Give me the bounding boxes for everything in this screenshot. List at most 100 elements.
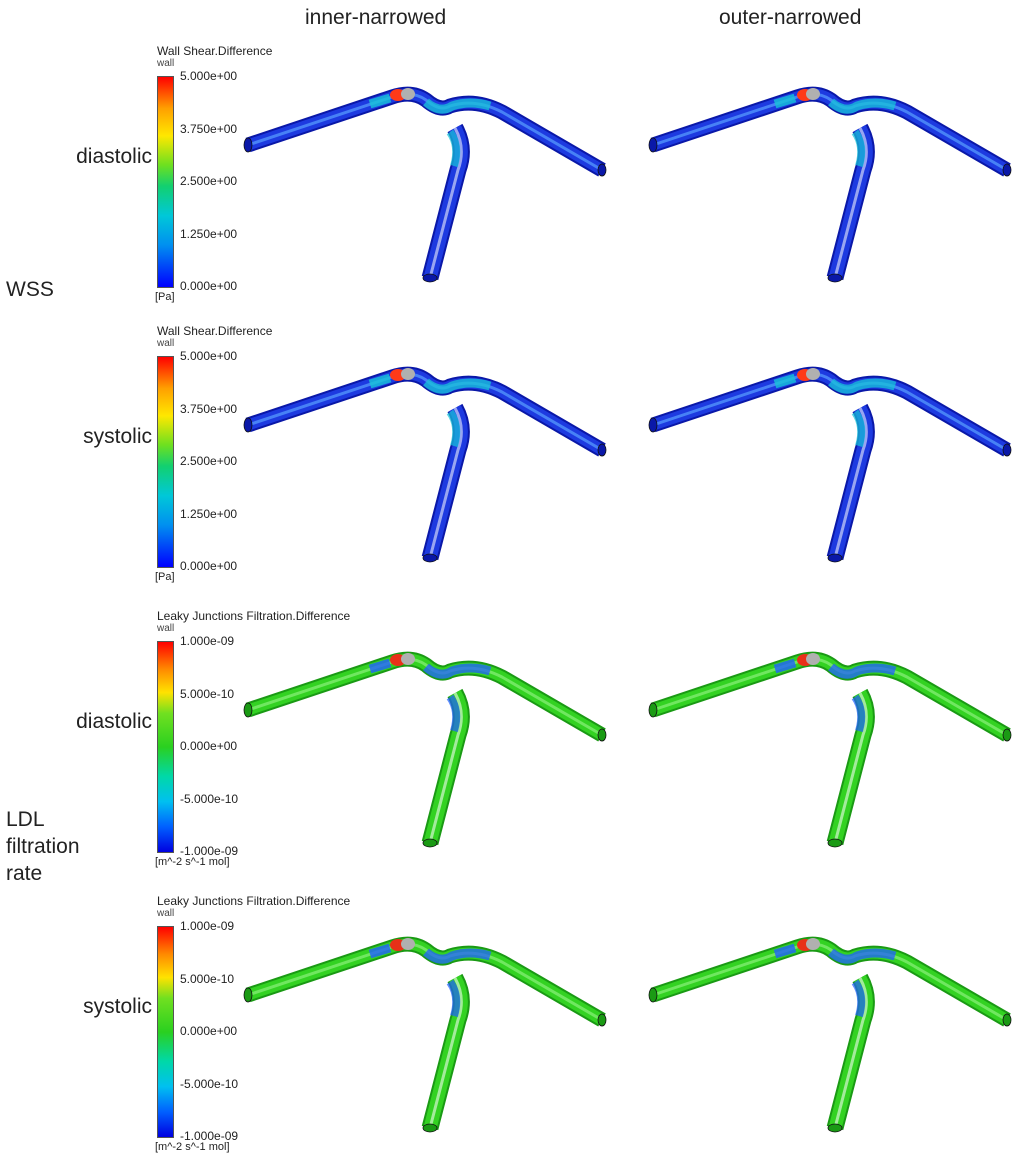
vessel-open-end: [1002, 1013, 1012, 1027]
vessel-pattern-branch: [446, 129, 461, 168]
colorbar-tick-label: 5.000e-10: [180, 971, 235, 986]
vessel-open-end: [648, 417, 658, 433]
vessel-open-end: [422, 1123, 438, 1133]
vessel-open-end: [422, 273, 438, 283]
vessel-pattern-bifurcation: [423, 378, 492, 394]
vessel-pattern-upstream: [773, 373, 797, 389]
group-label-wss: WSS: [6, 278, 54, 301]
vessel-pattern-upstream: [773, 943, 797, 959]
colorbar-tick-label: -5.000e-10: [180, 1076, 239, 1091]
colorbar-tick-label: 0.000e+00: [180, 1024, 238, 1038]
vessel-render-wss-systolic-inner-narrowed: [243, 366, 607, 563]
column-header-outer-narrowed: outer-narrowed: [719, 6, 862, 29]
vessel-pattern-branch: [851, 409, 866, 448]
vessel-open-end: [1002, 163, 1012, 177]
colorbar-tick-label: 1.250e+00: [180, 226, 238, 241]
colorbar-tick-label: 3.750e+00: [180, 401, 238, 416]
colorbar-tick-label: 0.000e+00: [180, 279, 238, 293]
colorbar-subtitle-ldl-diastolic: wall: [157, 623, 175, 634]
vessel-pattern-branch: [851, 694, 866, 733]
colorbar-tick-label: 1.250e+00: [180, 506, 238, 521]
vessel-pattern-bifurcation: [423, 948, 492, 964]
vessel-branch-highlight: [833, 127, 868, 279]
colorbar-wss-diastolic: [157, 76, 174, 288]
vessel-render-wss-diastolic-inner-narrowed: [243, 86, 607, 283]
colorbar-tick-label: 2.500e+00: [180, 174, 238, 188]
vessel-branch-highlight: [428, 127, 463, 279]
vessel-stenosis-segment: [806, 653, 820, 665]
colorbar-unit-wss-diastolic: [Pa]: [155, 291, 175, 303]
vessel-open-end: [827, 1123, 843, 1133]
colorbar-tick-label: 0.000e+00: [180, 559, 238, 573]
vessel-stenosis-segment: [806, 938, 820, 950]
vessel-render-wss-diastolic-outer-narrowed: [648, 86, 1012, 283]
vessel-pattern-bifurcation: [423, 98, 492, 114]
colorbar-title-ldl-systolic: Leaky Junctions Filtration.Difference: [157, 894, 351, 908]
colorbar-ldl-diastolic: [157, 641, 174, 853]
colorbar-tick-label: 5.000e-10: [180, 686, 235, 701]
vessel-stenosis-segment: [806, 368, 820, 380]
vessel-open-end: [827, 838, 843, 848]
group-label-ldl-filtration-rate: LDL filtration rate: [6, 808, 80, 885]
colorbar-tick-label: 5.000e+00: [180, 349, 238, 363]
vessel-pattern-bifurcation: [828, 378, 897, 394]
colorbar-unit-ldl-diastolic: [m^-2 s^-1 mol]: [155, 856, 230, 868]
vessel-open-end: [827, 273, 843, 283]
vessel-pattern-branch: [851, 129, 866, 168]
colorbar-subtitle-ldl-systolic: wall: [157, 908, 175, 919]
colorbar-title-wss-diastolic: Wall Shear.Difference: [157, 44, 273, 58]
colorbar-wss-systolic: [157, 356, 174, 568]
vessel-open-end: [597, 163, 607, 177]
vessel-pattern-upstream: [773, 658, 797, 674]
colorbar-subtitle-wss-diastolic: wall: [157, 58, 175, 69]
vessel-pattern-branch: [446, 409, 461, 448]
colorbar-tick-label: -1.000e-09: [180, 1129, 239, 1143]
vessel-open-end: [597, 728, 607, 742]
vessel-open-end: [648, 702, 658, 718]
vessel-branch-highlight: [833, 692, 868, 844]
row-label-ldl-systolic: systolic: [83, 995, 152, 1018]
vessel-stenosis-segment: [401, 938, 415, 950]
colorbar-unit-wss-systolic: [Pa]: [155, 571, 175, 583]
column-header-inner-narrowed: inner-narrowed: [305, 6, 447, 29]
row-label-wss-systolic: systolic: [83, 425, 152, 448]
colorbar-tick-label: 1.000e-09: [180, 634, 235, 648]
vessel-open-end: [243, 987, 253, 1003]
vessel-pattern-upstream: [773, 93, 797, 109]
vessel-open-end: [1002, 728, 1012, 742]
vessel-open-end: [243, 417, 253, 433]
vessel-pattern-upstream: [368, 373, 392, 389]
row-label-wss-diastolic: diastolic: [76, 145, 152, 168]
vessel-render-ldl-diastolic-outer-narrowed: [648, 651, 1012, 848]
vessel-branch-highlight: [428, 977, 463, 1129]
colorbar-tick-label: 2.500e+00: [180, 454, 238, 468]
vessel-render-ldl-systolic-outer-narrowed: [648, 936, 1012, 1133]
vessel-branch-highlight: [428, 692, 463, 844]
colorbar-title-wss-systolic: Wall Shear.Difference: [157, 324, 273, 338]
vessel-pattern-upstream: [368, 943, 392, 959]
colorbar-tick-label: -5.000e-10: [180, 791, 239, 806]
vessel-stenosis-segment: [806, 88, 820, 100]
vessel-render-wss-systolic-outer-narrowed: [648, 366, 1012, 563]
vessel-pattern-branch: [851, 979, 866, 1018]
vessel-open-end: [648, 987, 658, 1003]
colorbar-ldl-systolic: [157, 926, 174, 1138]
vessel-open-end: [1002, 443, 1012, 457]
vessel-render-ldl-systolic-inner-narrowed: [243, 936, 607, 1133]
colorbar-tick-label: 1.000e-09: [180, 919, 235, 933]
vessel-open-end: [597, 1013, 607, 1027]
vessel-pattern-upstream: [368, 93, 392, 109]
colorbar-tick-label: -1.000e-09: [180, 844, 239, 858]
colorbar-tick-label: 3.750e+00: [180, 121, 238, 136]
colorbar-subtitle-wss-systolic: wall: [157, 338, 175, 349]
vessel-pattern-bifurcation: [828, 98, 897, 114]
vessel-pattern-upstream: [368, 658, 392, 674]
vessel-render-ldl-diastolic-inner-narrowed: [243, 651, 607, 848]
colorbar-tick-label: 0.000e+00: [180, 739, 238, 753]
colorbar-unit-ldl-systolic: [m^-2 s^-1 mol]: [155, 1141, 230, 1153]
colorbar-tick-label: 5.000e+00: [180, 69, 238, 83]
vessel-stenosis-segment: [401, 653, 415, 665]
vessel-stenosis-segment: [401, 88, 415, 100]
vessel-open-end: [648, 137, 658, 153]
colorbar-title-ldl-diastolic: Leaky Junctions Filtration.Difference: [157, 609, 351, 623]
